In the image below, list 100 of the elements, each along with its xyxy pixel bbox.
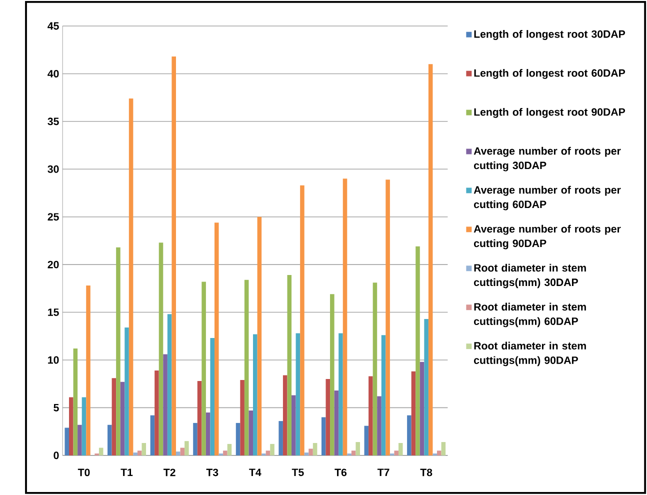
- bar: [124, 328, 129, 456]
- bar: [372, 282, 378, 456]
- y-tick-label: 0: [54, 452, 59, 460]
- bar: [240, 380, 244, 456]
- bar: [266, 450, 270, 456]
- bar: [223, 450, 228, 456]
- x-tick-label: T3: [206, 468, 218, 476]
- bar: [206, 412, 210, 456]
- bar: [420, 362, 424, 456]
- x-tick-label: T8: [420, 468, 432, 476]
- bar: [163, 354, 168, 456]
- bar: [292, 395, 296, 456]
- legend-label: Length of longest root 30DAP: [474, 30, 626, 40]
- bar: [368, 376, 373, 456]
- bar: [356, 442, 360, 456]
- bar: [128, 98, 134, 456]
- bar: [424, 319, 428, 456]
- x-tick-label: T0: [78, 468, 90, 476]
- bar: [381, 335, 386, 456]
- bar: [184, 441, 189, 456]
- bar: [108, 424, 112, 456]
- bar: [342, 178, 348, 456]
- bar: [167, 314, 172, 456]
- bar: [300, 185, 304, 456]
- bar: [193, 423, 198, 456]
- bar: [86, 286, 90, 456]
- y-tick-label: 40: [48, 70, 59, 78]
- bar: [142, 443, 146, 456]
- y-tick-label: 10: [48, 356, 59, 364]
- bar: [69, 397, 74, 456]
- bar: [112, 378, 116, 456]
- bar: [64, 428, 70, 456]
- bar: [278, 421, 283, 456]
- y-tick-label: 45: [48, 22, 59, 30]
- y-tick-label: 15: [48, 308, 59, 316]
- bar: [98, 448, 104, 456]
- bar: [248, 410, 254, 456]
- legend-label: Root diameter in stem cuttings(mm) 60DAP: [474, 302, 586, 328]
- y-tick-label: 20: [48, 260, 59, 268]
- x-tick-label: T1: [120, 468, 133, 476]
- bar: [312, 443, 318, 456]
- bar: [172, 56, 176, 456]
- legend-label: Average number of roots per cutting 30DAP: [474, 147, 621, 172]
- bar: [73, 348, 78, 456]
- bar: [210, 338, 214, 456]
- bar: [304, 452, 309, 456]
- bar: [137, 450, 142, 456]
- x-tick-label: T7: [377, 468, 390, 476]
- bar: [308, 448, 313, 456]
- y-tick-label: 25: [48, 213, 59, 221]
- legend-label: Length of longest root 60DAP: [474, 69, 626, 79]
- bar: [411, 371, 416, 456]
- x-tick-label: T4: [249, 468, 262, 476]
- bar: [180, 448, 185, 456]
- bar: [377, 396, 382, 456]
- bar: [351, 450, 356, 456]
- bar: [386, 180, 390, 456]
- bar: [282, 375, 288, 456]
- bar: [326, 379, 330, 456]
- legend-label: Length of longest root 90DAP: [474, 108, 626, 118]
- legend-label: Average number of roots per cutting 90DAP: [474, 224, 621, 250]
- bar: [244, 280, 249, 456]
- bar: [78, 424, 82, 456]
- bar: [197, 381, 202, 456]
- bar: [394, 450, 398, 456]
- bar: [150, 415, 155, 456]
- bar: [270, 444, 274, 456]
- bar: [437, 450, 442, 456]
- bar: [120, 382, 125, 456]
- bar: [296, 333, 300, 456]
- x-tick-label: T2: [164, 468, 176, 476]
- bar: [330, 294, 334, 456]
- legend-label: Root diameter in stem cuttings(mm) 30DAP: [474, 264, 586, 288]
- bar: [407, 415, 412, 456]
- x-tick-label: T6: [334, 468, 347, 476]
- bar: [253, 334, 258, 456]
- y-tick-label: 5: [54, 404, 59, 412]
- bar: [116, 247, 120, 456]
- bar: [133, 452, 138, 456]
- y-tick-label: 30: [48, 165, 59, 173]
- bar: [236, 423, 240, 456]
- bar: [287, 275, 292, 456]
- bar: [154, 370, 159, 456]
- bar: [202, 282, 206, 456]
- bar: [441, 442, 446, 456]
- bar: [416, 246, 420, 456]
- bar: [214, 222, 219, 456]
- y-tick-label: 35: [48, 118, 59, 126]
- bar: [398, 443, 403, 456]
- x-tick-label: T5: [292, 468, 304, 476]
- bar: [334, 390, 339, 456]
- bar: [82, 397, 86, 456]
- bar: [176, 452, 180, 456]
- legend-label: Average number of roots per cutting 60DAP: [474, 186, 621, 210]
- bar: [227, 444, 232, 456]
- bar: [338, 333, 343, 456]
- legend-label: Root diameter in stem cuttings(mm) 90DAP: [474, 342, 586, 366]
- bar: [428, 64, 433, 456]
- bar: [364, 426, 369, 456]
- bar: [321, 417, 326, 456]
